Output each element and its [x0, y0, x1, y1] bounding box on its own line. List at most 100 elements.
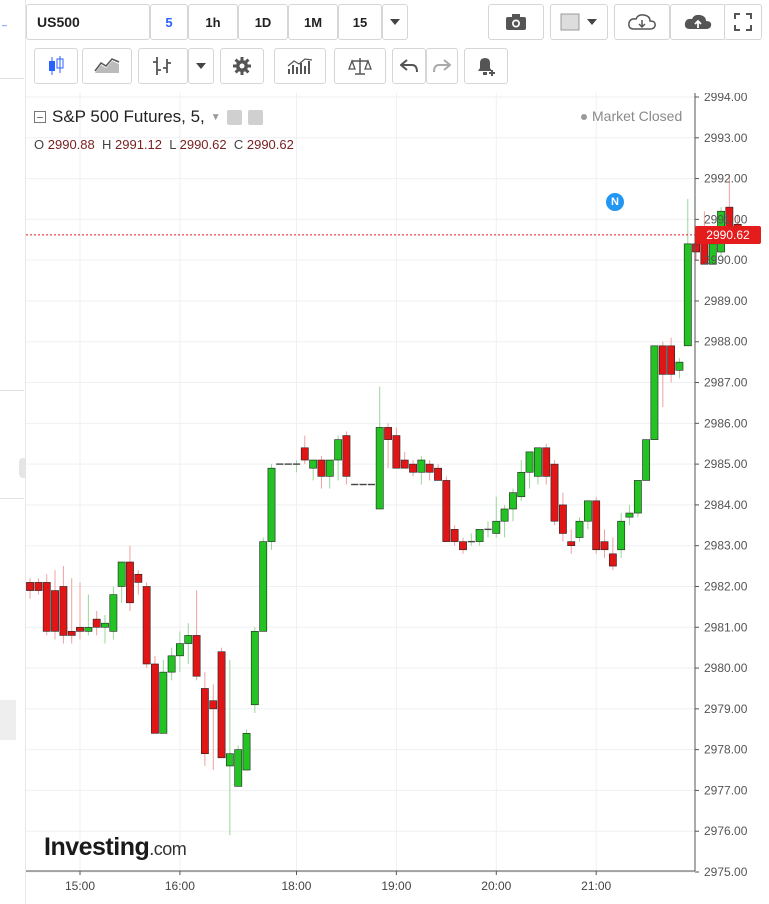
high-label: H	[101, 137, 112, 152]
candles-style-button[interactable]	[34, 48, 78, 84]
screenshot-button[interactable]	[488, 4, 544, 40]
symbol-input[interactable]: US500	[26, 4, 150, 40]
indicators-button[interactable]	[274, 48, 326, 84]
candle	[400, 451, 409, 469]
strip-mark: –	[2, 20, 8, 30]
candle-body	[400, 459, 409, 469]
create-alert-button[interactable]	[464, 48, 508, 84]
candle	[384, 423, 392, 469]
candle	[51, 570, 59, 640]
candle	[67, 578, 76, 644]
interval-1m-button[interactable]: 1M	[288, 4, 338, 40]
series-title: S&P 500 Futures, 5,	[52, 107, 205, 126]
collapse-legend-icon[interactable]	[34, 111, 46, 123]
candle	[442, 476, 451, 542]
candle-body	[608, 553, 617, 567]
compare-button[interactable]	[334, 48, 386, 84]
candle	[334, 435, 343, 481]
area-style-button[interactable]	[82, 48, 132, 84]
y-tick-label: 2978.00	[704, 743, 748, 757]
candle	[84, 594, 93, 636]
news-marker-icon[interactable]: N	[606, 193, 624, 211]
interval-5-button[interactable]: 5	[150, 4, 188, 40]
candle-body	[92, 618, 101, 628]
candle-body	[417, 459, 426, 473]
bars-style-button[interactable]	[138, 48, 188, 84]
candle	[126, 545, 134, 611]
color-picker-button[interactable]	[550, 4, 608, 40]
chart-style-dropdown[interactable]	[188, 48, 214, 84]
candle-body	[450, 529, 459, 542]
redo-button[interactable]	[426, 48, 458, 84]
candle-body	[200, 688, 209, 755]
interval-dropdown-button[interactable]	[382, 4, 408, 40]
bell-plus-icon	[478, 58, 495, 76]
candle	[250, 627, 259, 713]
load-layout-button[interactable]	[614, 4, 670, 40]
interval-1h-button[interactable]: 1h	[188, 4, 238, 40]
candle-body	[242, 733, 251, 771]
low-value: 2990.62	[179, 137, 227, 152]
chart-area[interactable]: 2975.00 2976.00 2977.00 2978.00 2979.00 2980.…	[26, 93, 769, 904]
save-layout-button[interactable]	[670, 4, 726, 40]
candle-body	[625, 512, 634, 518]
candle-body	[117, 561, 126, 587]
candle	[117, 561, 126, 603]
y-tick-label: 2988.00	[704, 335, 748, 349]
candle	[167, 647, 176, 681]
open-value: 2990.88	[47, 137, 95, 152]
settings-button[interactable]	[220, 48, 264, 84]
candle-body	[633, 480, 642, 514]
scale-icon	[348, 58, 372, 75]
y-tick-label: 2977.00	[704, 783, 748, 797]
candle-body	[317, 459, 326, 477]
candle	[567, 529, 576, 554]
candle-body	[683, 243, 692, 347]
candle	[517, 460, 526, 501]
candle	[608, 537, 617, 571]
candle	[184, 623, 193, 664]
undo-button[interactable]	[392, 48, 426, 84]
time-axis: 15:00 16:00 18:00 19:00 20:00 21:00	[26, 870, 695, 893]
candle-body	[184, 635, 193, 644]
candle	[392, 427, 401, 469]
candle-body	[42, 582, 51, 632]
candle	[217, 647, 226, 759]
candle	[667, 337, 676, 383]
interval-1d-button[interactable]: 1D	[238, 4, 288, 40]
y-tick-label: 2990.00	[704, 253, 748, 267]
chevron-down-icon	[390, 19, 400, 25]
fullscreen-button[interactable]	[724, 4, 762, 40]
gear-icon	[233, 57, 251, 75]
candle-body	[583, 500, 592, 522]
candle-body	[592, 500, 601, 551]
candle-body	[392, 435, 401, 469]
chevron-down-icon[interactable]: ▼	[210, 111, 221, 123]
candlestick-chart[interactable]: 2975.00 2976.00 2977.00 2978.00 2979.00 2980.…	[26, 93, 769, 904]
candle	[484, 521, 492, 538]
candle-body	[425, 463, 434, 473]
y-tick-label: 2985.00	[704, 457, 748, 471]
candle	[409, 460, 417, 477]
gear-icon[interactable]	[247, 109, 263, 125]
eye-icon[interactable]	[226, 109, 242, 125]
candle	[509, 488, 517, 522]
area-chart-icon	[94, 58, 120, 73]
candle-body	[217, 651, 226, 759]
interval-15-button[interactable]: 15	[338, 4, 382, 40]
candle-body	[259, 541, 268, 632]
candle-body	[667, 345, 676, 375]
candle-body	[126, 561, 134, 604]
candle-body	[409, 463, 417, 473]
candle	[650, 345, 659, 440]
redo-icon	[433, 59, 451, 73]
x-tick-label: 19:00	[381, 879, 411, 893]
candle	[26, 578, 34, 599]
candle	[600, 529, 609, 558]
strip-collapse-handle[interactable]	[19, 458, 27, 478]
candle	[242, 729, 251, 771]
market-status-text: Market Closed	[592, 108, 683, 124]
candle	[176, 631, 184, 673]
y-tick-label: 2989.00	[704, 294, 748, 308]
candle-body	[534, 447, 542, 477]
